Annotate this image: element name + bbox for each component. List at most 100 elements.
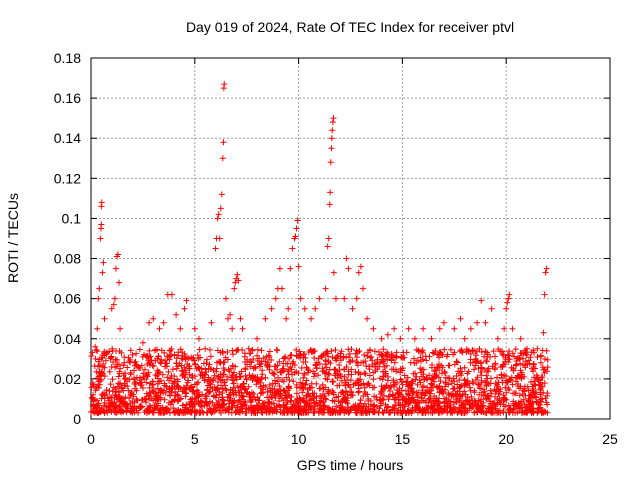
data-point: [400, 354, 407, 361]
data-point: [390, 366, 397, 373]
data-point: [444, 402, 451, 409]
data-point: [173, 365, 180, 372]
data-point: [417, 369, 424, 376]
data-point: [485, 380, 492, 387]
data-point: [232, 407, 239, 414]
x-tick-label: 5: [191, 431, 199, 447]
data-point: [373, 394, 380, 401]
chart-title: Day 019 of 2024, Rate Of TEC Index for r…: [186, 19, 514, 35]
data-point: [488, 390, 495, 397]
data-point: [382, 372, 389, 379]
data-point: [101, 395, 108, 402]
data-point: [517, 335, 524, 342]
data-point: [224, 356, 231, 363]
data-point: [126, 395, 133, 402]
data-point: [533, 398, 540, 405]
data-point: [369, 361, 376, 368]
data-point: [397, 407, 404, 414]
data-point: [188, 409, 195, 416]
data-point: [96, 356, 103, 363]
data-point: [207, 353, 214, 360]
data-point: [288, 408, 295, 415]
data-point: [477, 360, 484, 367]
data-point: [217, 403, 224, 410]
data-point: [354, 379, 361, 386]
data-point: [319, 381, 326, 388]
data-point: [540, 329, 547, 336]
data-point: [311, 347, 318, 354]
data-point: [293, 346, 300, 353]
data-point: [220, 359, 227, 366]
data-point: [216, 358, 223, 365]
data-point: [182, 356, 189, 363]
data-point: [258, 409, 265, 416]
data-point: [217, 205, 224, 212]
data-point: [513, 399, 520, 406]
data-point: [113, 388, 120, 395]
data-point: [128, 408, 135, 415]
data-point: [513, 357, 520, 364]
data-point: [543, 265, 550, 272]
data-point: [325, 235, 332, 242]
data-point: [147, 390, 154, 397]
data-point: [132, 380, 139, 387]
data-point: [348, 346, 355, 353]
data-point: [150, 378, 157, 385]
data-point: [99, 352, 106, 359]
data-point: [341, 373, 348, 380]
data-point: [397, 335, 404, 342]
x-tick-label: 25: [602, 431, 618, 447]
data-point: [487, 354, 494, 361]
plot-frame: [90, 57, 611, 420]
data-point: [534, 345, 541, 352]
data-point: [354, 349, 361, 356]
data-point: [311, 373, 318, 380]
data-point: [286, 377, 293, 384]
data-point: [303, 406, 310, 413]
data-point: [227, 395, 234, 402]
data-point: [133, 350, 140, 357]
data-point: [398, 387, 405, 394]
data-point: [234, 271, 241, 278]
data-point: [289, 403, 296, 410]
data-point: [492, 353, 499, 360]
data-point: [103, 403, 110, 410]
data-point: [496, 397, 503, 404]
data-point: [231, 285, 238, 292]
data-point: [457, 315, 464, 322]
data-point: [383, 407, 390, 414]
data-point: [102, 357, 109, 364]
data-point: [394, 390, 401, 397]
data-point: [183, 369, 190, 376]
data-point: [450, 399, 457, 406]
data-point: [196, 409, 203, 416]
data-point: [538, 395, 545, 402]
data-point: [284, 409, 291, 416]
data-point: [181, 386, 188, 393]
x-tick-label: 15: [395, 431, 411, 447]
data-point: [329, 119, 336, 126]
data-point: [246, 397, 253, 404]
data-point: [509, 381, 516, 388]
data-point: [171, 373, 178, 380]
data-point: [146, 384, 153, 391]
data-point: [287, 352, 294, 359]
data-point: [329, 397, 336, 404]
data-point: [141, 366, 148, 373]
data-point: [266, 348, 273, 355]
data-point: [240, 380, 247, 387]
data-point: [210, 366, 217, 373]
data-point: [377, 375, 384, 382]
data-point: [210, 376, 217, 383]
data-point: [530, 361, 537, 368]
data-point: [451, 325, 458, 332]
data-point: [158, 377, 165, 384]
data-point: [330, 115, 337, 122]
data-point: [202, 345, 209, 352]
data-point: [207, 346, 214, 353]
data-point: [421, 376, 428, 383]
data-point: [378, 383, 385, 390]
data-point: [270, 370, 277, 377]
data-point: [409, 380, 416, 387]
data-point: [302, 409, 309, 416]
